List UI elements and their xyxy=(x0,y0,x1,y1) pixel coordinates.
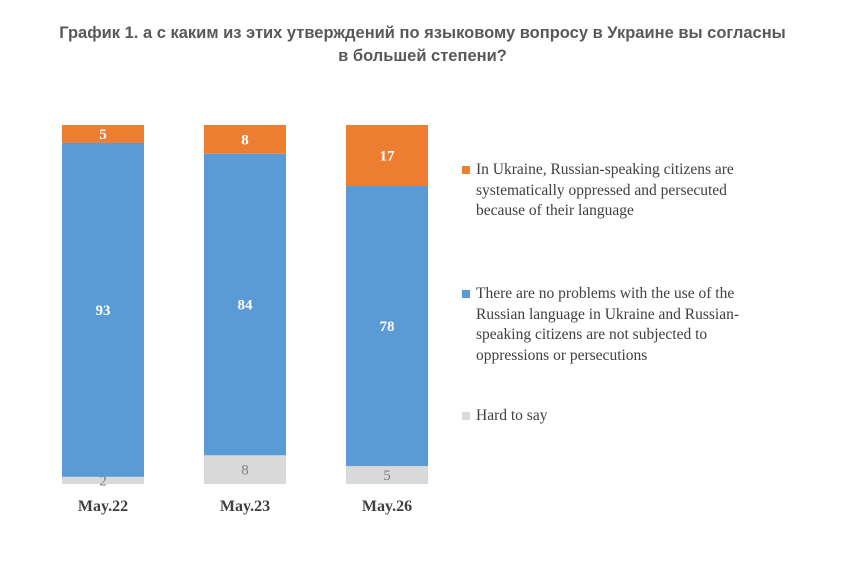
data-label: 2 xyxy=(99,473,107,489)
data-label: 84 xyxy=(238,298,254,314)
legend-text-line: oppressions or persecutions xyxy=(476,346,648,364)
x-axis-labels: May.22 May.23 May.26 xyxy=(78,498,412,515)
legend-item-oppressed: In Ukraine, Russian-speaking citizens ar… xyxy=(462,160,734,222)
x-tick-label: May.26 xyxy=(362,498,412,515)
bar-segment-oppressed xyxy=(204,125,286,154)
x-tick-label: May.23 xyxy=(220,498,270,515)
chart-title-line-1: График 1. а с каким из этих утверждений … xyxy=(59,24,786,42)
bar-segment-no-problems xyxy=(346,186,428,467)
bar-segment-hard-to-say xyxy=(204,455,286,484)
data-label: 8 xyxy=(241,463,249,479)
bar-segment-oppressed xyxy=(346,125,428,187)
legend-text-line: In Ukraine, Russian-speaking citizens ar… xyxy=(476,161,734,178)
data-label: 5 xyxy=(383,468,391,484)
x-tick-label: May.22 xyxy=(78,498,128,515)
bar-segment-hard-to-say xyxy=(62,476,144,484)
bar-group: 2 93 5 8 84 8 5 78 17 xyxy=(62,125,428,489)
data-label: 8 xyxy=(241,132,249,148)
data-label: 78 xyxy=(380,319,395,335)
legend-item-no-problems: There are no problems with the use of th… xyxy=(462,284,739,366)
bar-segment-oppressed xyxy=(62,125,144,143)
legend-text-line: because of their language xyxy=(476,202,634,219)
legend-text-line: Russian language in Ukraine and Russian- xyxy=(476,305,740,323)
legend-text-line: There are no problems with the use of th… xyxy=(476,285,735,302)
legend-text-line: systematically oppressed and persecuted xyxy=(476,181,727,199)
data-label: 93 xyxy=(96,303,111,319)
chart-title: График 1. а с каким из этих утверждений … xyxy=(20,22,825,68)
bar-segment-hard-to-say xyxy=(346,466,428,484)
legend-swatch-hard-to-say xyxy=(462,412,470,420)
legend-swatch-oppressed xyxy=(462,166,470,174)
data-label: 5 xyxy=(99,127,107,143)
bar-segment-no-problems xyxy=(62,142,144,477)
data-label: 17 xyxy=(380,149,396,165)
chart-title-line-2: в большей степени? xyxy=(338,47,507,65)
legend-swatch-no-problems xyxy=(462,290,470,298)
legend-text-line: Hard to say xyxy=(476,407,548,424)
legend-item-hard-to-say: Hard to say xyxy=(462,406,547,427)
bar-segment-no-problems xyxy=(204,153,286,456)
legend-text-line: speaking citizens are not subjected to xyxy=(476,326,708,343)
